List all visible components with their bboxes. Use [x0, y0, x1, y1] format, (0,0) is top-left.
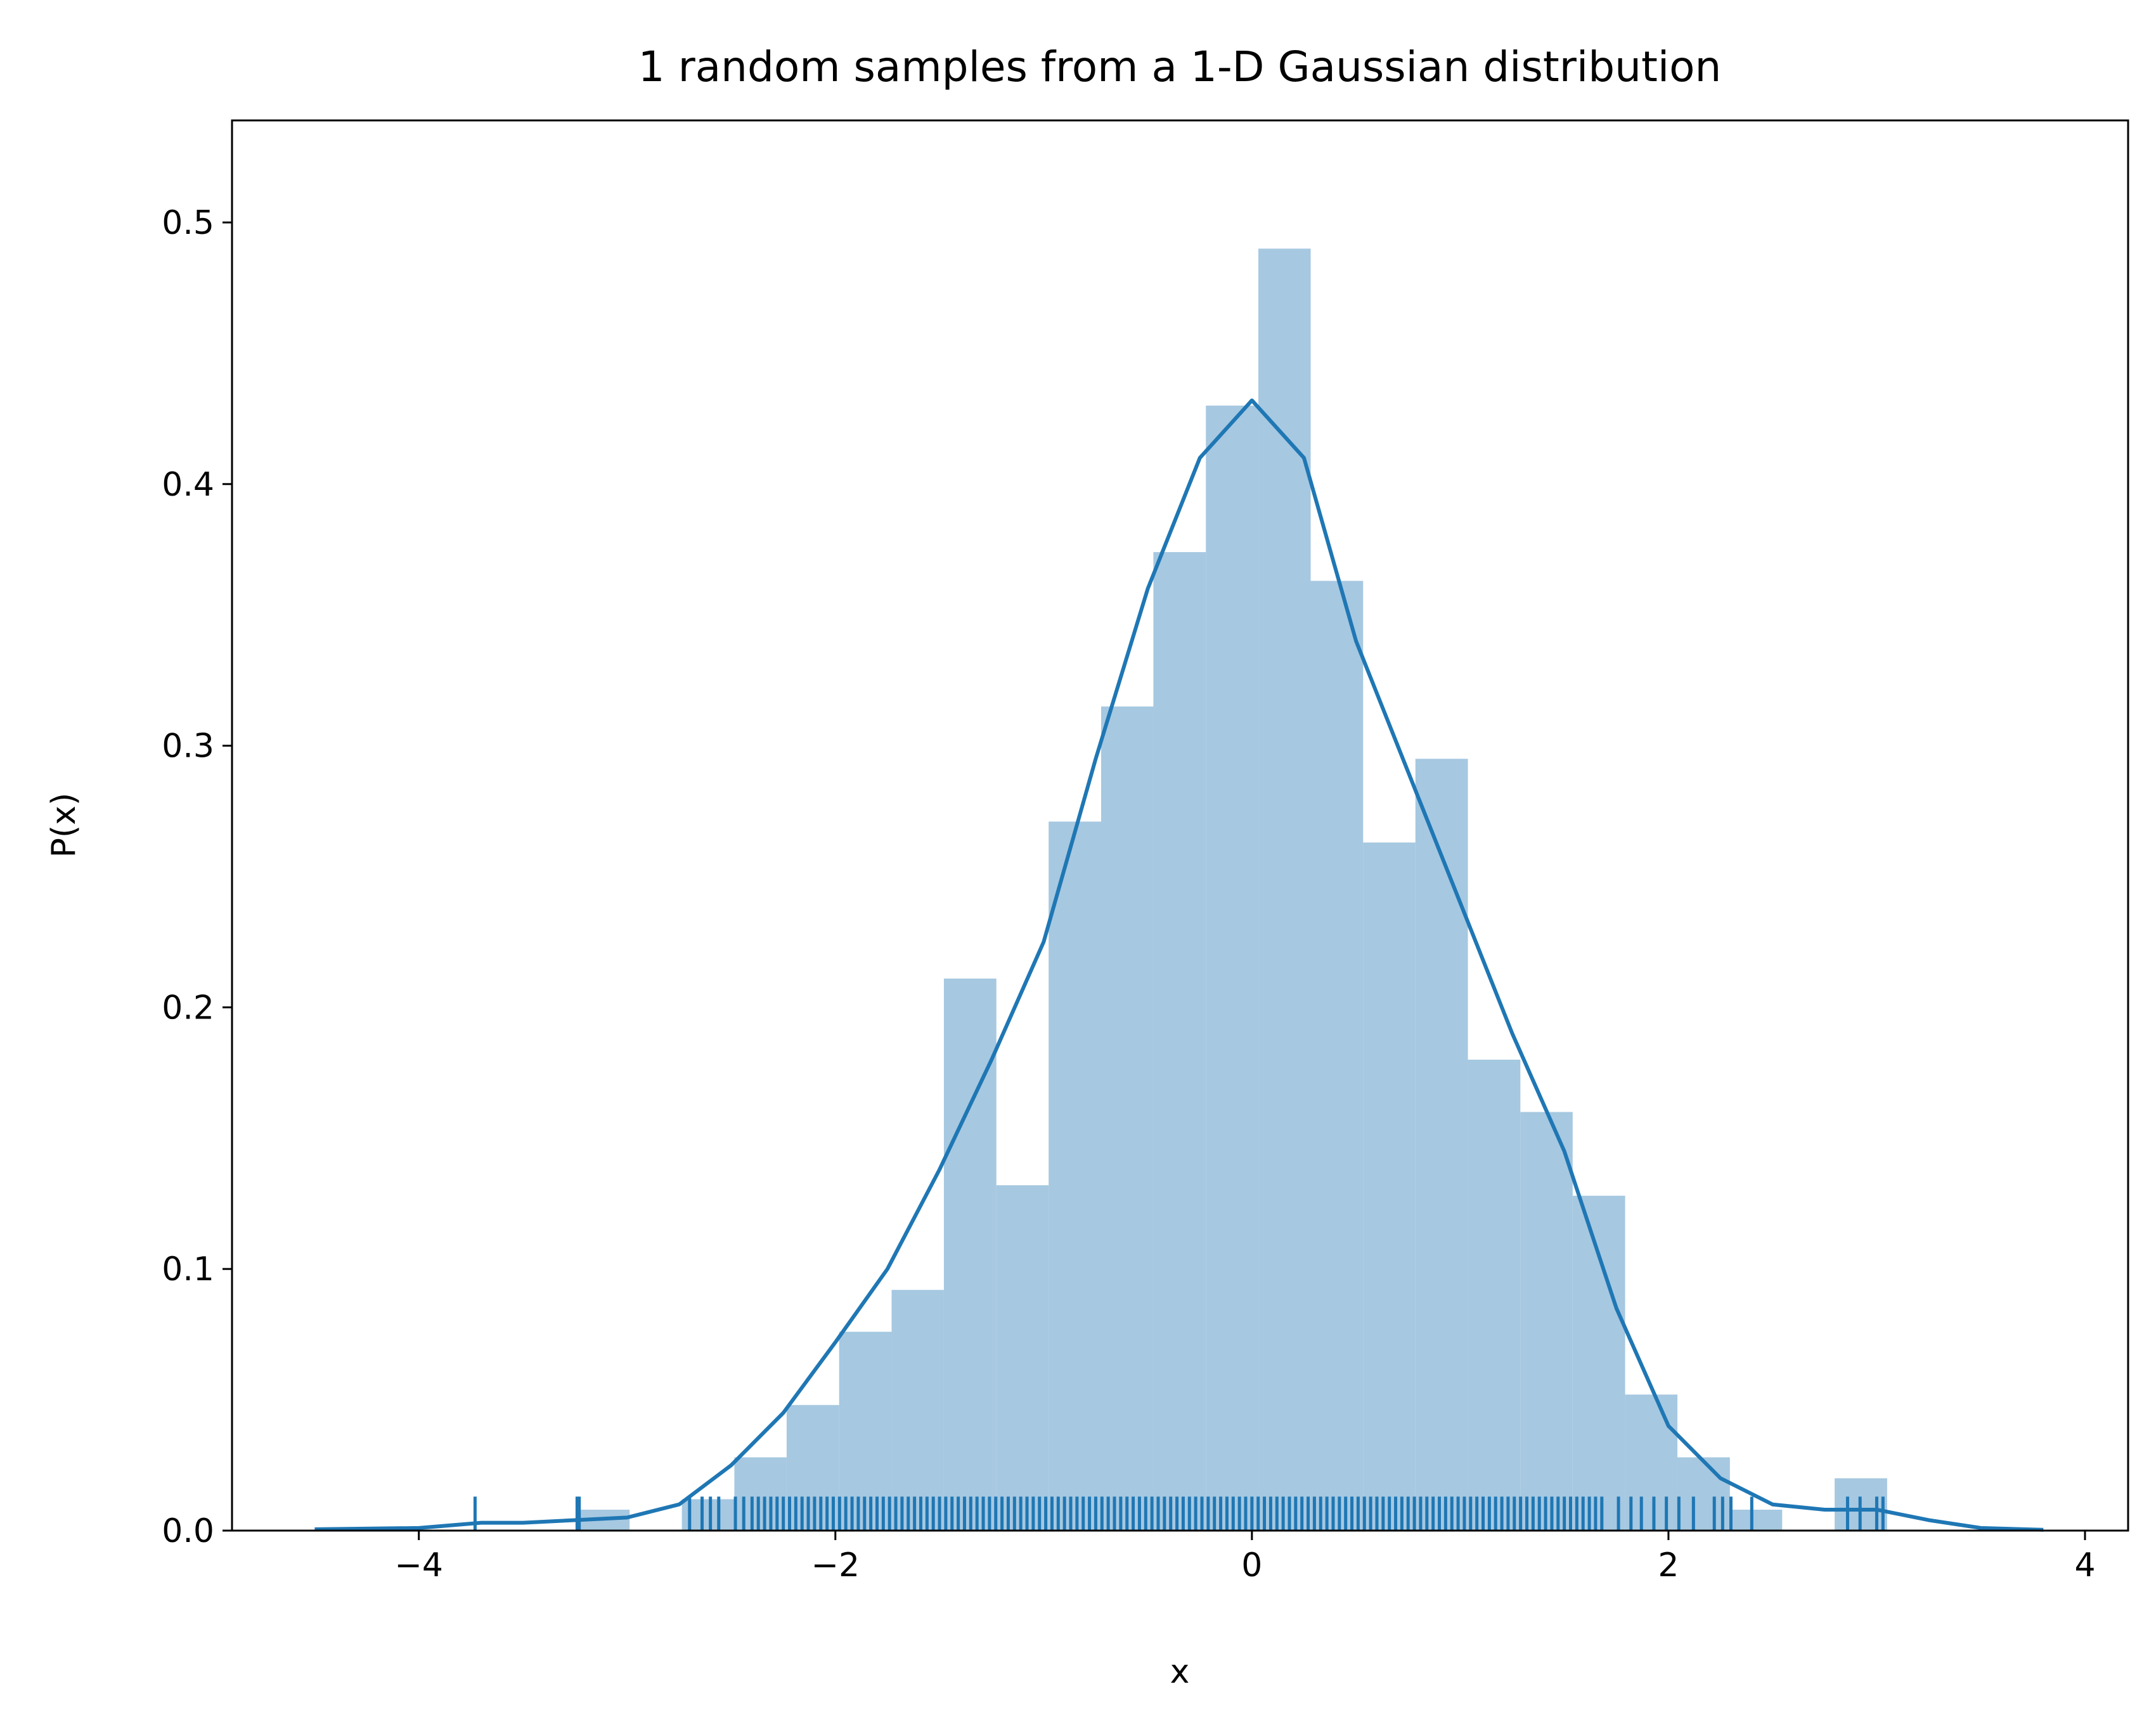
histogram-bar	[1415, 759, 1468, 1531]
y-tick-label: 0.2	[162, 989, 214, 1027]
chart-title: 1 random samples from a 1-D Gaussian dis…	[638, 42, 1722, 91]
x-tick-label: 4	[2074, 1546, 2095, 1584]
histogram-bar	[891, 1290, 944, 1531]
x-tick-label: 2	[1658, 1546, 1679, 1584]
x-tick-label: 0	[1241, 1546, 1262, 1584]
histogram-bar	[1258, 248, 1311, 1531]
histogram-bar	[1363, 842, 1416, 1531]
kde-line	[314, 398, 2044, 1532]
y-tick-label: 0.5	[162, 204, 214, 242]
histogram-bar	[1729, 1509, 1783, 1531]
axes-frame	[231, 119, 2129, 1532]
y-tick-label: 0.1	[162, 1250, 214, 1288]
x-tick-label: −4	[394, 1546, 443, 1584]
histogram-bar	[1468, 1059, 1521, 1531]
histogram-bar	[943, 978, 997, 1531]
y-axis-label: P(x)	[45, 793, 83, 858]
histogram-bar	[1310, 581, 1364, 1531]
y-tick-label: 0.3	[162, 728, 214, 766]
x-tick-label: −2	[811, 1546, 860, 1584]
histogram-bar	[1153, 552, 1206, 1531]
histogram-bar	[1049, 821, 1101, 1531]
y-tick-label: 0.4	[162, 466, 214, 504]
histogram-bar	[1572, 1195, 1625, 1531]
histogram-bar	[1625, 1394, 1678, 1531]
histogram-bar	[1520, 1112, 1573, 1531]
histogram-bar	[1206, 405, 1259, 1531]
histogram-bar	[1101, 706, 1154, 1531]
x-axis-label: x	[1170, 1653, 1190, 1691]
histogram-bar	[996, 1185, 1049, 1531]
y-tick-label: 0.0	[162, 1512, 214, 1550]
